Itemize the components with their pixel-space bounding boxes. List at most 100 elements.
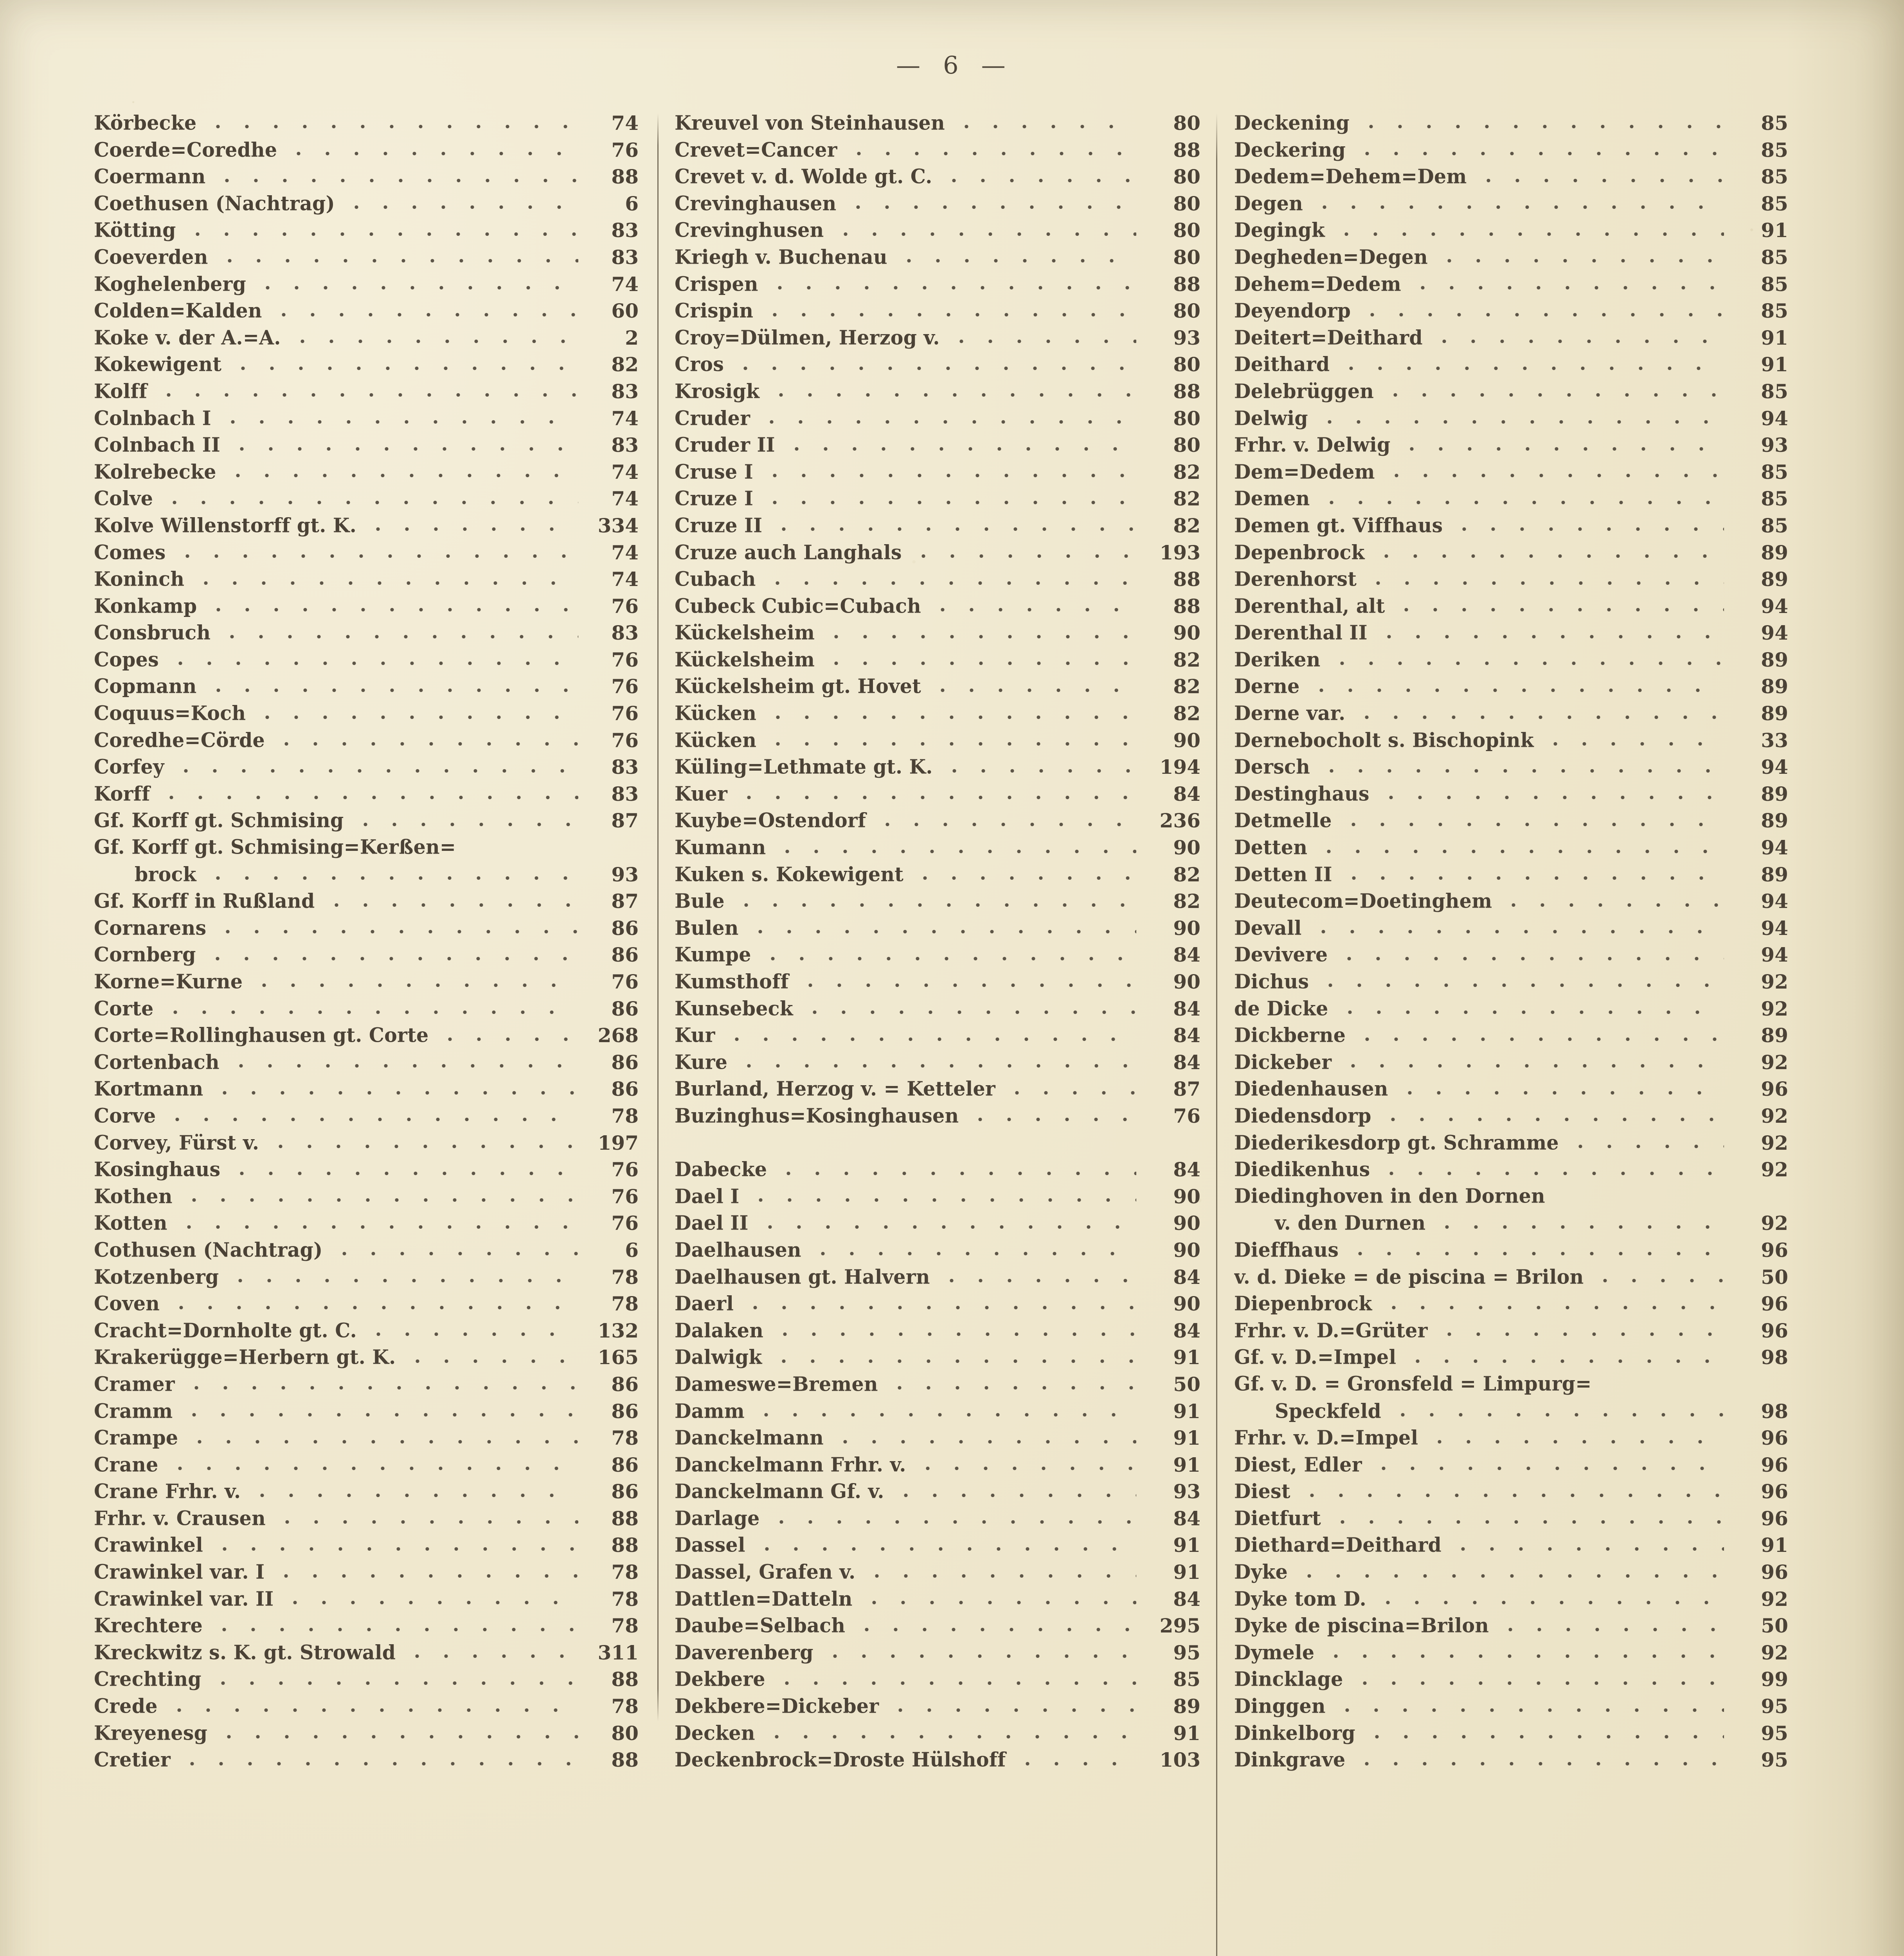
index-entry-page: 90 (1173, 838, 1200, 859)
index-entry-name: Crawinkel (94, 1535, 203, 1557)
index-entry-name: Krakerügge=Herbern gt. K. (94, 1348, 396, 1369)
index-entry-name: Copes (94, 650, 159, 672)
dot-leader (734, 1063, 1136, 1069)
dot-leader (859, 1600, 1136, 1606)
index-entry-name: Kortmann (94, 1079, 203, 1101)
index-entry: Kolff 83 (94, 382, 639, 409)
index-entry-page: 85 (1761, 247, 1788, 269)
index-entry: Danckelmann 91 (675, 1428, 1200, 1455)
index-entry-page: 93 (1173, 1482, 1200, 1503)
index-entry: Derne 89 (1234, 677, 1788, 704)
index-entry: Daelhausen 90 (675, 1240, 1200, 1267)
dot-leader (1369, 1465, 1724, 1472)
index-entry-page: 88 (1173, 274, 1200, 296)
index-entry-name: Kokewigent (94, 355, 222, 376)
dot-leader (1314, 848, 1724, 854)
index-entry-name: Dabecke (675, 1160, 767, 1181)
index-entry: Derenthal II 94 (1234, 623, 1788, 650)
dot-leader (928, 687, 1136, 693)
index-entry-page: 82 (1173, 892, 1200, 913)
index-entry: Cruder 80 (675, 409, 1200, 436)
index-entry-name: Copmann (94, 677, 197, 698)
index-entry-page: 87 (611, 892, 639, 913)
index-entry: Korne=Kurne 76 (94, 972, 639, 999)
dot-leader (731, 365, 1136, 371)
index-entry-page: 80 (611, 1723, 639, 1745)
index-entry: Crampe 78 (94, 1428, 639, 1455)
index-entry: Dinkelborg 95 (1234, 1724, 1788, 1751)
index-entry-name: Deckenbrock=Droste Hülshoff (675, 1750, 1006, 1772)
index-entry-name: Coethusen (Nachtrag) (94, 194, 335, 215)
index-entry-page: 165 (597, 1348, 639, 1369)
index-columns: Körbecke 74 Coerde=Coredhe 76 Coermann 88 Coet… (94, 113, 1788, 1956)
dot-leader (822, 633, 1136, 640)
index-entry-name: Detmelle (1234, 811, 1332, 832)
dot-leader (1377, 1170, 1724, 1176)
dot-leader (873, 821, 1136, 827)
index-entry-name: Cracht=Dornholte gt. C. (94, 1321, 357, 1342)
index-entry-page: 50 (1761, 1616, 1788, 1638)
dot-leader (1496, 1626, 1724, 1632)
index-entry-page: 82 (611, 355, 639, 376)
dot-leader (831, 1438, 1136, 1445)
index-entry-name: Korne=Kurne (94, 972, 243, 994)
index-entry-page: 96 (1761, 1455, 1788, 1476)
index-entry-page: 89 (1761, 865, 1788, 886)
index-entry: Körbecke 74 (94, 113, 639, 140)
index-entry-page: 88 (611, 1535, 639, 1557)
index-entry-page: 80 (1173, 355, 1200, 376)
dot-leader (1395, 1089, 1724, 1096)
index-entry-page: 78 (611, 1428, 639, 1450)
index-entry: Krakerügge=Herbern gt. K. 165 (94, 1348, 639, 1375)
index-entry-page: 88 (1173, 381, 1200, 403)
dot-leader (1373, 1600, 1724, 1606)
index-entry-page: 85 (1761, 489, 1788, 511)
index-entry-name: Dinggen (1234, 1697, 1326, 1718)
index-entry-page: 84 (1173, 1267, 1200, 1289)
index-entry-name: Kolff (94, 381, 148, 403)
index-entry-page: 50 (1761, 1267, 1788, 1289)
index-entry-name: Dalwigk (675, 1348, 762, 1369)
index-entry-page: 96 (1761, 1428, 1788, 1450)
index-entry: Coredhe=Cörde 76 (94, 731, 639, 758)
index-entry: Cruder II 80 (675, 435, 1200, 462)
index-entry: Cornberg 86 (94, 945, 639, 972)
index-entry-page: 89 (1761, 677, 1788, 698)
index-entry-page: 93 (1761, 435, 1788, 457)
index-entry: Dincklage 99 (1234, 1670, 1788, 1697)
index-entry-page: 90 (1173, 1214, 1200, 1235)
index-entry: Dyke de piscina=Brilon 50 (1234, 1616, 1788, 1643)
index-column-3: Deckening 85 Deckering 85 Dedem=Dehem=Dem 85 D… (1216, 113, 1788, 1777)
index-entry-page: 91 (1761, 221, 1788, 242)
index-entry: Dyke 96 (1234, 1562, 1788, 1589)
index-entry-page: 92 (1761, 1106, 1788, 1127)
index-entry-name: Derne var. (1234, 704, 1346, 725)
index-entry-name: Danckelmann Gf. v. (675, 1482, 884, 1503)
dot-leader (215, 258, 578, 264)
index-entry: Cornarens 86 (94, 919, 639, 946)
dot-leader (772, 1680, 1136, 1686)
index-entry: Croy=Dülmen, Herzog v. 93 (675, 328, 1200, 355)
index-entry: Kortmann 86 (94, 1079, 639, 1106)
dot-leader (885, 1385, 1136, 1391)
index-entry-name: Cramer (94, 1374, 175, 1396)
dot-leader (751, 1412, 1136, 1418)
index-entry-page: 84 (1173, 1589, 1200, 1611)
dot-leader (1376, 795, 1724, 801)
index-entry: Kokewigent 82 (94, 355, 639, 382)
index-entry-name: Kolrebecke (94, 462, 216, 484)
index-entry-name: Deitert=Deithard (1234, 328, 1423, 349)
index-entry-page: 84 (1173, 1321, 1200, 1342)
dot-leader (163, 1116, 578, 1123)
index-entry-page: 88 (1173, 596, 1200, 618)
index-entry-page: 89 (1761, 570, 1788, 591)
index-entry-name: Dael I (675, 1187, 740, 1208)
index-entry-page: 94 (1761, 945, 1788, 967)
dot-leader (364, 526, 578, 532)
index-entry-page: 82 (1173, 516, 1200, 537)
index-entry-page: 92 (1761, 1643, 1788, 1664)
dot-leader (758, 955, 1136, 962)
index-entry: Dassel, Grafen v. 91 (675, 1562, 1200, 1589)
index-entry-name: Korff (94, 784, 150, 806)
index-entry-page: 90 (1173, 623, 1200, 645)
